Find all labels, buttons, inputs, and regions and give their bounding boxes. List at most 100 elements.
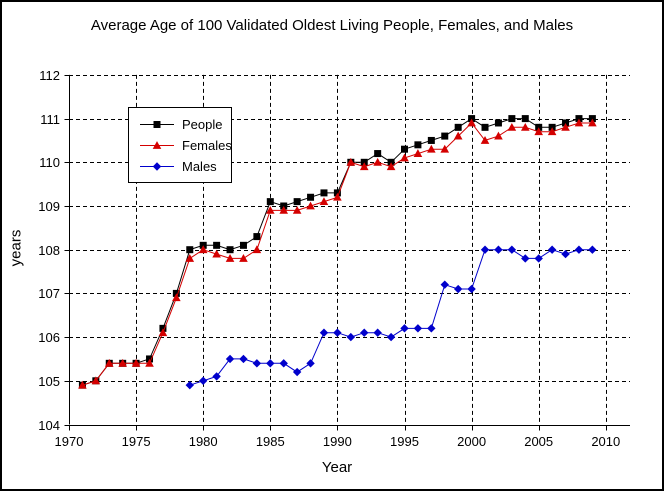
triangle-marker (494, 131, 503, 140)
triangle-marker (306, 201, 315, 210)
y-axis-label: years (7, 229, 25, 267)
diamond-marker (427, 324, 436, 333)
diamond-marker (480, 245, 490, 254)
triangle-marker (145, 358, 154, 367)
diamond-marker (574, 245, 584, 254)
x-tick-label: 2010 (591, 433, 621, 449)
triangle-marker (453, 131, 463, 140)
square-marker (374, 150, 382, 158)
triangle-marker (172, 293, 181, 302)
triangle-marker (333, 192, 342, 201)
x-tick-label: 2005 (524, 433, 554, 449)
diamond-marker (212, 372, 221, 381)
square-marker (307, 193, 315, 201)
triangle-marker (78, 380, 87, 389)
triangle-marker (158, 328, 168, 337)
triangle-marker (266, 205, 275, 214)
triangle-marker (118, 358, 127, 367)
square-marker (481, 123, 489, 131)
y-tick-label: 111 (40, 111, 60, 127)
square-marker (441, 132, 449, 140)
diamond-marker (386, 332, 396, 342)
chart-title: Average Age of 100 Validated Oldest Livi… (90, 17, 574, 34)
triangle-marker (561, 122, 570, 131)
y-tick-label: 104 (38, 417, 60, 433)
diamond-marker (507, 245, 517, 254)
diamond-marker (292, 367, 302, 377)
diamond-marker (440, 280, 449, 289)
legend-item-females: Females (139, 135, 232, 156)
diamond-marker (333, 328, 342, 337)
diamond-marker (199, 376, 208, 385)
triangle-marker (520, 122, 530, 131)
diamond-marker (467, 284, 476, 294)
square-marker (186, 246, 194, 254)
y-tick-label: 112 (39, 67, 60, 83)
triangle-marker (440, 144, 450, 153)
diamond-marker (521, 254, 530, 263)
x-tick-label: 1980 (188, 433, 218, 449)
series-line-males (189, 249, 593, 386)
square-marker (239, 241, 247, 249)
diamond-marker (453, 284, 463, 294)
triangle-marker (346, 157, 356, 166)
square-marker (454, 123, 462, 131)
x-axis-label: Year (321, 459, 353, 476)
triangle-marker (359, 162, 369, 171)
square-marker (153, 121, 161, 128)
triangle-marker (104, 358, 114, 367)
square-marker (414, 141, 422, 149)
triangle-marker (185, 254, 195, 262)
diamond-marker (360, 328, 369, 337)
triangle-marker (91, 376, 101, 385)
diamond-marker (561, 249, 570, 259)
square-marker (293, 198, 301, 206)
diamond-marker (225, 354, 235, 364)
triangle-marker (225, 254, 235, 262)
square-marker (213, 241, 221, 249)
diamond-marker (279, 359, 288, 368)
triangle-marker (239, 254, 248, 262)
square-marker (401, 145, 408, 153)
triangle-marker (279, 205, 289, 214)
triangle-marker (413, 149, 423, 157)
diamond-marker (588, 245, 597, 254)
y-tick-label: 105 (38, 373, 60, 389)
triangle-marker (373, 157, 382, 166)
x-tick-label: 1985 (255, 433, 285, 449)
square-marker (427, 136, 435, 144)
triangle-marker (467, 118, 476, 127)
triangle-marker (400, 153, 409, 162)
square-marker (226, 246, 234, 254)
square-marker (266, 198, 274, 206)
triangle-marker (547, 127, 557, 136)
diamond-marker (534, 254, 543, 263)
triangle-marker (574, 118, 584, 127)
diamond-marker (413, 324, 423, 333)
diamond-marker (400, 324, 409, 333)
square-marker (494, 119, 502, 127)
y-tick-label: 108 (38, 242, 60, 258)
diamond-marker (494, 245, 503, 254)
triangle-marker (319, 197, 329, 206)
triangle-marker (252, 245, 262, 254)
legend-marker-females-triangle-icon (140, 141, 174, 149)
square-marker (521, 115, 529, 123)
triangle-marker (131, 358, 141, 367)
triangle-marker (152, 141, 162, 149)
diamond-marker (346, 332, 356, 342)
diamond-marker (319, 328, 329, 337)
legend-item-people: People (139, 114, 231, 135)
diamond-marker (266, 359, 275, 368)
diamond-marker (152, 162, 162, 171)
y-tick-label: 109 (38, 199, 60, 214)
square-marker (253, 233, 261, 241)
triangle-marker (212, 249, 221, 258)
triangle-marker (292, 205, 302, 214)
y-tick-label: 106 (38, 330, 60, 346)
x-tick-label: 2000 (457, 433, 487, 449)
x-tick-label: 1990 (322, 433, 352, 449)
x-tick-label: 1975 (121, 433, 151, 449)
triangle-marker (588, 118, 597, 127)
